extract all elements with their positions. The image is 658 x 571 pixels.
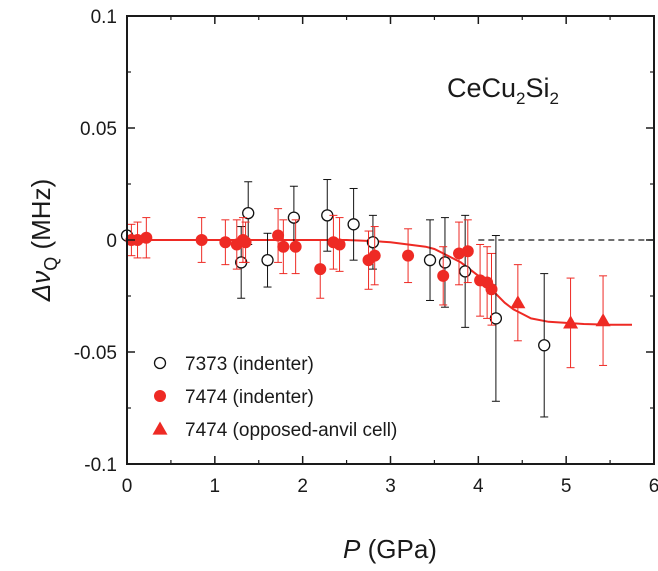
data-point	[438, 256, 452, 269]
annotation-mid: Si	[526, 73, 550, 103]
y-tick-label: -0.1	[84, 455, 117, 476]
annotation-main: CeCu	[447, 73, 516, 103]
data-point	[461, 245, 474, 258]
data-point	[195, 234, 208, 246]
axis-ticks: 0 1 2 3 4 5 6 -0.1 -0.05 0 0.05 0.1	[74, 7, 658, 497]
legend: 7373 (indenter) 7474 (indenter) 7474 (oppo…	[152, 354, 397, 441]
data-point	[489, 312, 503, 325]
x-axis-symbol: P	[343, 534, 361, 564]
annotation-sub1: 2	[516, 89, 525, 108]
legend-entry-0: 7373 (indenter)	[153, 354, 314, 375]
data-point	[287, 211, 301, 224]
y-axis-unit: (MHz)	[26, 179, 56, 257]
x-tick-label: 6	[649, 476, 658, 497]
data-point	[314, 263, 327, 276]
data-point	[277, 240, 290, 253]
legend-label: 7373 (indenter)	[185, 354, 314, 375]
svg-text:CeCu2Si2: CeCu2Si2	[447, 73, 559, 108]
data-point	[239, 236, 252, 249]
series-0	[120, 179, 551, 418]
y-axis-delta: Δ	[26, 284, 56, 302]
data-point	[595, 313, 611, 327]
data-point	[368, 249, 381, 262]
legend-label: 7474 (indenter)	[185, 387, 314, 408]
data-point	[289, 240, 302, 253]
data-point	[333, 238, 346, 251]
x-axis-title: P (GPa)	[343, 534, 437, 564]
data-point	[459, 265, 472, 278]
data-point	[272, 229, 285, 242]
plot-layer	[120, 179, 654, 418]
svg-text:P (GPa): P (GPa)	[343, 534, 437, 564]
data-point	[347, 218, 360, 231]
data-point	[261, 254, 274, 267]
y-tick-label: 0.05	[80, 119, 117, 140]
y-axis-nu: ν	[26, 271, 56, 284]
y-tick-label: 0	[106, 231, 117, 252]
data-point	[242, 206, 255, 220]
series-1	[125, 208, 498, 326]
y-axis-sub: Q	[41, 257, 61, 271]
svg-text:ΔνQ (MHz): ΔνQ (MHz)	[26, 179, 61, 302]
data-point	[219, 236, 232, 249]
data-point	[538, 339, 551, 352]
legend-marker	[153, 356, 167, 370]
data-point	[140, 231, 153, 244]
x-tick-label: 5	[561, 476, 572, 497]
data-point	[423, 254, 437, 267]
y-axis-title: ΔνQ (MHz)	[26, 179, 61, 302]
data-point	[510, 295, 526, 309]
legend-marker	[152, 421, 168, 435]
x-tick-label: 3	[385, 476, 396, 497]
series-2	[510, 264, 611, 369]
annotation: CeCu2Si2	[447, 73, 559, 108]
legend-marker	[154, 390, 166, 402]
y-tick-label: 0.1	[91, 7, 117, 28]
annotation-sub2: 2	[550, 89, 559, 108]
legend-entry-2: 7474 (opposed-anvil cell)	[152, 420, 397, 441]
x-tick-label: 1	[210, 476, 221, 497]
data-point	[366, 236, 380, 249]
legend-label: 7474 (opposed-anvil cell)	[185, 420, 397, 441]
data-point	[402, 249, 415, 262]
x-tick-label: 2	[297, 476, 308, 497]
x-tick-label: 4	[473, 476, 484, 497]
x-axis-unit: (GPa)	[360, 534, 437, 564]
data-point	[485, 283, 498, 296]
data-point	[563, 315, 579, 329]
data-point	[437, 269, 450, 282]
legend-entry-1: 7474 (indenter)	[154, 387, 314, 408]
x-tick-label: 0	[122, 476, 133, 497]
y-tick-label: -0.05	[74, 343, 117, 364]
